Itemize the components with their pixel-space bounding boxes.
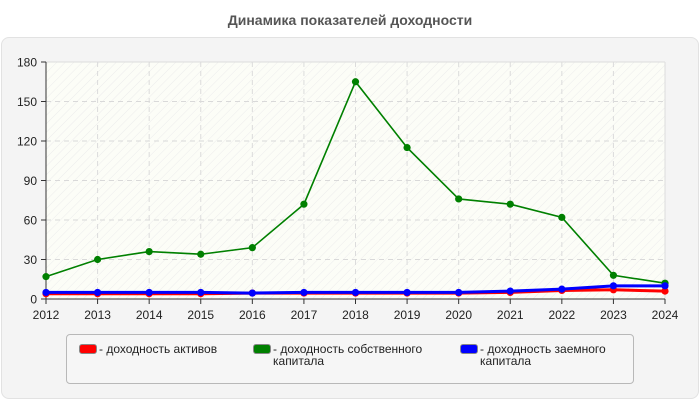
data-point — [300, 200, 308, 208]
data-point — [455, 195, 463, 203]
x-tick-label: 2018 — [342, 308, 369, 322]
data-point — [42, 288, 50, 297]
y-tick-label: 180 — [17, 56, 37, 70]
data-series — [42, 78, 669, 298]
data-point — [351, 78, 360, 86]
data-point — [506, 287, 514, 295]
data-point — [351, 288, 360, 297]
data-point — [197, 288, 205, 297]
y-tick-label: 60 — [24, 214, 38, 228]
x-tick-label: 2023 — [600, 308, 627, 322]
x-tick-label: 2014 — [136, 308, 163, 322]
x-tick-label: 2015 — [187, 308, 214, 322]
data-point — [558, 213, 566, 221]
data-point — [248, 244, 256, 252]
x-tick-label: 2013 — [84, 308, 111, 322]
x-tick-label: 2022 — [548, 308, 575, 322]
data-point — [300, 288, 308, 297]
y-tick-label: 30 — [24, 253, 38, 267]
data-point — [197, 250, 205, 258]
data-point — [145, 288, 153, 297]
legend-swatch-red-icon — [79, 344, 97, 354]
legend-label: - доходность активов — [99, 342, 218, 356]
data-point — [661, 287, 669, 295]
y-tick-label: 0 — [30, 293, 37, 307]
x-tick-label: 2019 — [394, 308, 421, 322]
x-tick-label: 2012 — [33, 308, 60, 322]
data-point — [248, 289, 256, 297]
data-point — [558, 285, 566, 293]
axes: 0 30 60 90 120 150 180 2012 2013 2014 2015 2016 2017… — [17, 56, 679, 323]
data-point — [661, 282, 669, 290]
x-tick-label: 2021 — [497, 308, 524, 322]
legend: - доходность активов - доходность собств… — [66, 334, 634, 384]
data-point — [93, 288, 102, 297]
y-tick-label: 90 — [24, 174, 38, 188]
x-tick-label: 2020 — [445, 308, 472, 322]
data-point — [403, 143, 411, 152]
data-point — [42, 273, 50, 281]
legend-label: - доходность заемного капитала — [480, 342, 606, 368]
legend-swatch-green-icon — [253, 344, 271, 354]
data-point — [145, 248, 153, 256]
data-point — [609, 271, 618, 279]
data-point — [455, 288, 463, 297]
data-point — [609, 282, 618, 290]
data-point — [506, 200, 514, 208]
series-line — [42, 282, 669, 297]
chart-title: Динамика показателей доходности — [227, 12, 473, 28]
data-point — [93, 255, 102, 264]
x-tick-label: 2024 — [652, 308, 679, 322]
x-tick-label: 2016 — [239, 308, 266, 322]
x-tick-label: 2017 — [291, 308, 318, 322]
y-tick-label: 120 — [17, 135, 37, 149]
data-point — [403, 288, 411, 297]
legend-label: - доходность собственного капитала — [273, 342, 423, 368]
y-tick-label: 150 — [17, 95, 37, 109]
legend-swatch-blue-icon — [460, 344, 478, 354]
